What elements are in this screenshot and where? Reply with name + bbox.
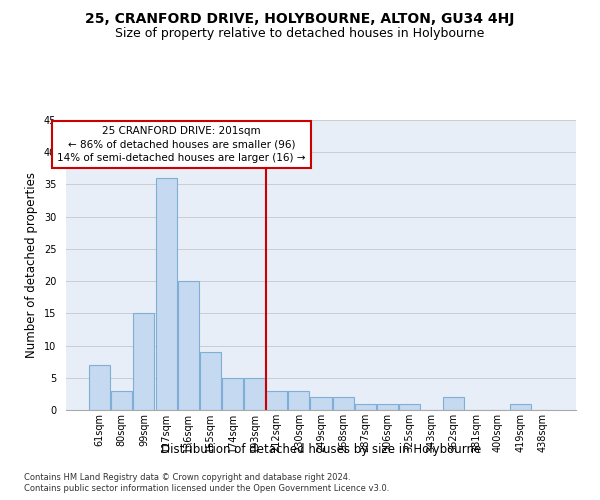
Bar [310, 397, 332, 410]
Text: Contains HM Land Registry data © Crown copyright and database right 2024.: Contains HM Land Registry data © Crown c… [24, 472, 350, 482]
Bar [332, 397, 353, 410]
Text: Contains public sector information licensed under the Open Government Licence v3: Contains public sector information licen… [24, 484, 389, 493]
Y-axis label: Number of detached properties: Number of detached properties [25, 172, 38, 358]
Bar [377, 404, 398, 410]
Bar [178, 281, 199, 410]
Bar [289, 390, 310, 410]
Bar [89, 365, 110, 410]
Bar [509, 404, 530, 410]
Bar [244, 378, 265, 410]
Text: 25, CRANFORD DRIVE, HOLYBOURNE, ALTON, GU34 4HJ: 25, CRANFORD DRIVE, HOLYBOURNE, ALTON, G… [85, 12, 515, 26]
Text: 25 CRANFORD DRIVE: 201sqm
← 86% of detached houses are smaller (96)
14% of semi-: 25 CRANFORD DRIVE: 201sqm ← 86% of detac… [58, 126, 306, 163]
Text: Size of property relative to detached houses in Holybourne: Size of property relative to detached ho… [115, 28, 485, 40]
Text: Distribution of detached houses by size in Holybourne: Distribution of detached houses by size … [161, 442, 481, 456]
Bar [133, 314, 154, 410]
Bar [355, 404, 376, 410]
Bar [443, 397, 464, 410]
Bar [155, 178, 176, 410]
Bar [222, 378, 243, 410]
Bar [266, 390, 287, 410]
Bar [200, 352, 221, 410]
Bar [399, 404, 420, 410]
Bar [112, 390, 133, 410]
